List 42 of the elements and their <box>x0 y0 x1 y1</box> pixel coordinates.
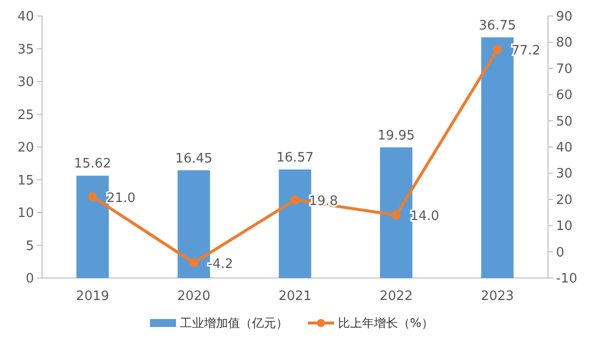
y2-tick-label: 20 <box>556 192 573 208</box>
point <box>392 210 401 220</box>
y-tick-label: 40 <box>17 10 34 24</box>
y2-tick-label: 10 <box>556 219 573 234</box>
y2-tick-label: 50 <box>556 114 573 130</box>
bar <box>481 37 514 278</box>
data-label: 16.57 <box>276 150 314 166</box>
x-tick-label: 2019 <box>76 289 110 304</box>
point <box>290 195 300 204</box>
bar <box>76 176 109 278</box>
y-tick-label: 5 <box>26 238 34 254</box>
y2-tick-label: -10 <box>556 272 578 286</box>
y-tick-label: 15 <box>17 173 34 188</box>
y2-tick-label: 40 <box>556 140 573 156</box>
y2-tick-label: 90 <box>556 10 573 24</box>
data-label: 16.45 <box>175 151 212 166</box>
x-tick-label: 2022 <box>380 289 413 304</box>
x-tick-label: 2023 <box>480 289 514 304</box>
point <box>88 192 98 202</box>
y2-tick-label: 60 <box>556 88 573 104</box>
y-tick-label: 10 <box>17 206 34 221</box>
y2-tick-label: 70 <box>556 62 573 77</box>
bar <box>178 170 210 278</box>
x-tick-label: 2021 <box>278 289 312 304</box>
bar <box>278 169 312 278</box>
bar <box>380 147 412 278</box>
data-label: 15.62 <box>74 156 112 172</box>
point <box>189 258 198 268</box>
legend-label: 工业增加值（亿元） <box>180 316 288 330</box>
y-tick-label: 25 <box>17 108 34 123</box>
y2-tick-label: 80 <box>556 36 573 51</box>
y2-tick-label: 0 <box>556 245 564 260</box>
y2-tick-label: 30 <box>556 166 573 182</box>
x-tick-label: 2020 <box>177 289 210 304</box>
y-tick-label: 35 <box>17 42 34 58</box>
y-tick-label: 30 <box>17 75 34 90</box>
data-label: 19.95 <box>378 128 415 144</box>
data-label: 36.75 <box>478 18 516 34</box>
legend-label: 比上年增长（%） <box>338 316 434 330</box>
y-tick-label: 20 <box>17 140 34 156</box>
point <box>492 45 502 54</box>
y-tick-label: 0 <box>26 272 34 286</box>
